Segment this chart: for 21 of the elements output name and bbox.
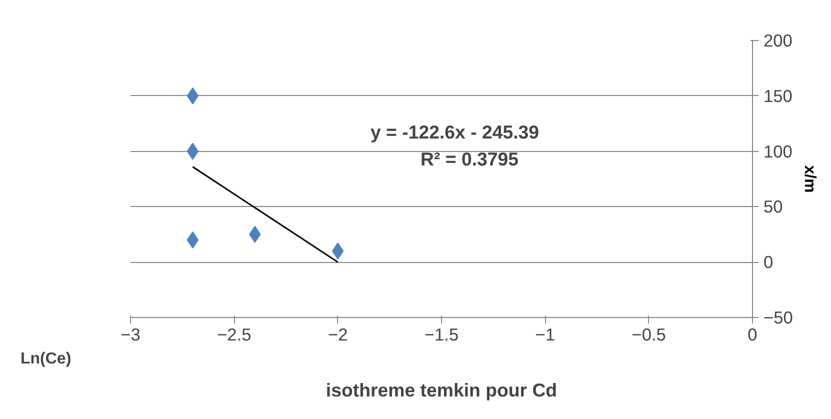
x-axis-title: Ln(Ce)	[20, 350, 72, 368]
y-tick-label: 0	[764, 252, 774, 272]
y-tick-label: 200	[764, 30, 792, 50]
point	[186, 142, 199, 160]
x-tick-label: −1	[535, 324, 556, 344]
x-tick-label: −2	[328, 324, 348, 344]
point	[186, 87, 199, 104]
y-tick-label: 50	[764, 196, 783, 217]
text: isothreme temkin pour Cd	[326, 380, 558, 400]
annotation: R² = 0.3795	[420, 148, 519, 170]
y-tick-label: 150	[764, 86, 792, 106]
x-tick-label: −1.5	[424, 324, 459, 344]
annotation: y = -122.6x - 245.39	[370, 122, 540, 142]
x-tick-label: 0	[748, 324, 758, 344]
point	[186, 231, 199, 248]
x-tick-label: −3	[120, 324, 140, 344]
y-tick-label: 100	[764, 141, 792, 162]
y-axis-title: x/m	[800, 165, 818, 193]
x-tick-label: −0.5	[632, 324, 666, 344]
x-tick-label: −2.5	[217, 324, 252, 344]
y-tick-label: −50	[764, 308, 793, 328]
